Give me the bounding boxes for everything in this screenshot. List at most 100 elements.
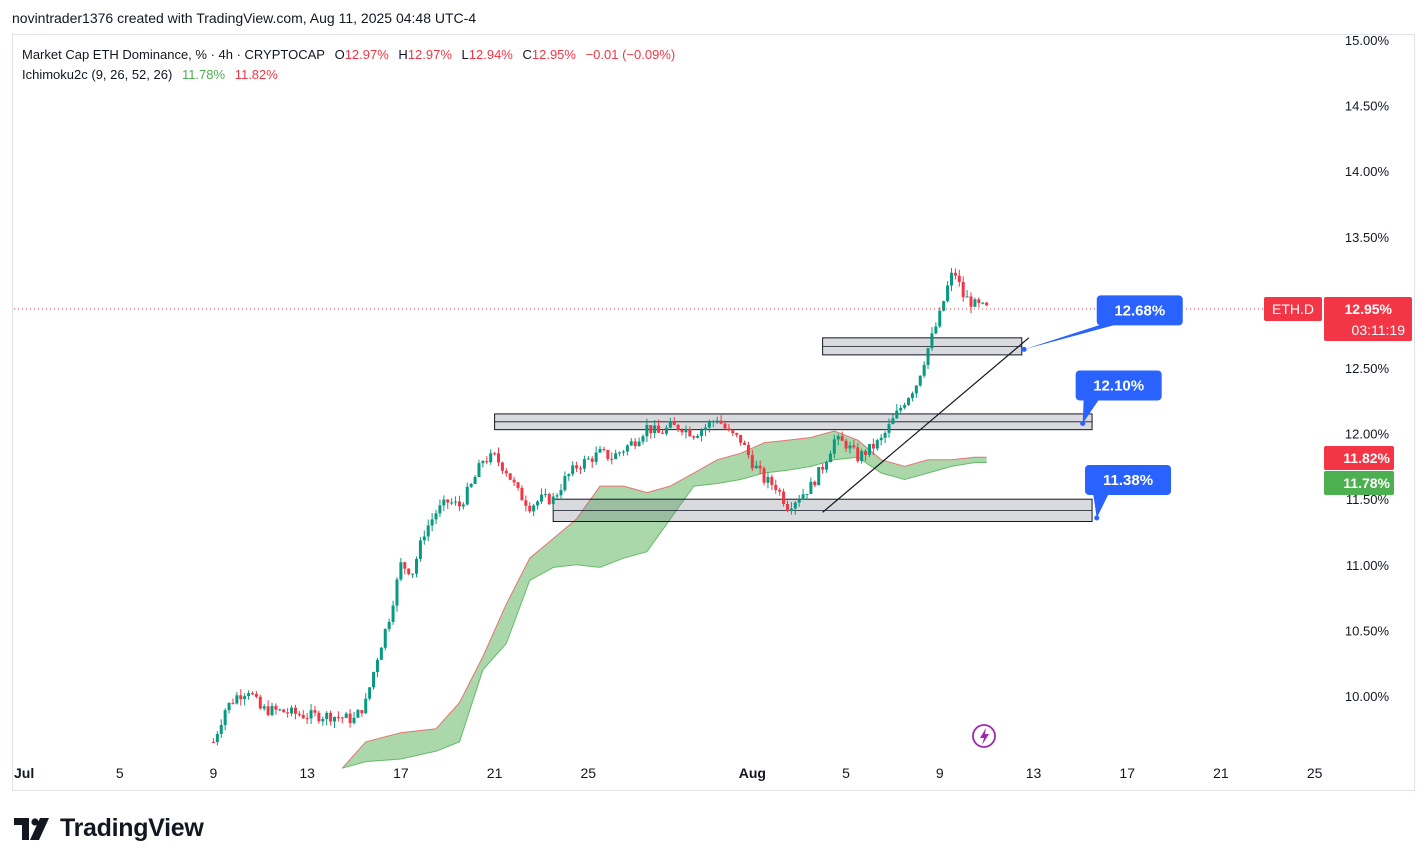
candle-body bbox=[957, 275, 961, 282]
candle-body bbox=[282, 709, 286, 713]
time-axis: Jul 5 9 13 17 21 25 Aug 5 9 13 17 21 25 bbox=[14, 765, 1323, 781]
candle-body bbox=[614, 453, 618, 460]
price-callout[interactable]: 11.38% bbox=[1085, 464, 1172, 521]
candle-body bbox=[805, 493, 809, 495]
candle-body bbox=[489, 453, 493, 463]
y-tick-label: 15.00% bbox=[1345, 33, 1390, 48]
candle-body bbox=[770, 476, 774, 485]
candle-body bbox=[891, 418, 895, 425]
candle-body bbox=[774, 484, 778, 490]
price-callout[interactable]: 12.10% bbox=[1075, 370, 1162, 426]
candle-body bbox=[914, 385, 918, 394]
candle-body bbox=[258, 696, 262, 709]
candle-body bbox=[504, 470, 508, 474]
candle-body bbox=[934, 326, 938, 334]
candle-body bbox=[703, 427, 707, 431]
candle-body bbox=[661, 432, 665, 434]
candle-body bbox=[836, 436, 840, 440]
x-tick-label: Jul bbox=[14, 765, 34, 781]
candle-body bbox=[454, 501, 458, 503]
x-tick-label: 9 bbox=[210, 765, 218, 781]
candle-body bbox=[360, 710, 364, 714]
candle-body bbox=[590, 458, 594, 462]
candle-body bbox=[887, 424, 891, 433]
candle-body bbox=[415, 558, 418, 574]
candle-body bbox=[450, 502, 454, 504]
candle-body bbox=[797, 499, 801, 503]
symbol-description[interactable]: Market Cap ETH Dominance, % · 4h · CRYPT… bbox=[22, 47, 325, 62]
candle-body bbox=[618, 452, 622, 454]
candle-body bbox=[676, 424, 680, 431]
indicator-name[interactable]: Ichimoku2c (9, 26, 52, 26) bbox=[22, 67, 173, 82]
candle-body bbox=[391, 605, 395, 622]
candle-body bbox=[524, 500, 528, 506]
bar-countdown: 03:11:19 bbox=[1352, 322, 1406, 338]
candle-body bbox=[711, 421, 715, 423]
candle-body bbox=[946, 285, 950, 302]
indicator-row: Ichimoku2c (9, 26, 52, 26) 11.78% 11.82% bbox=[22, 65, 681, 85]
ichimoku-tag-bottom: 11.78% bbox=[1324, 471, 1394, 495]
candle-body bbox=[543, 493, 547, 495]
candle-body bbox=[750, 455, 754, 469]
callout-pointer bbox=[1082, 398, 1100, 424]
candle-body bbox=[411, 573, 415, 575]
candle-body bbox=[879, 437, 883, 441]
candle-body bbox=[579, 468, 583, 470]
candle-body bbox=[610, 458, 614, 460]
candle-body bbox=[969, 296, 973, 307]
candle-body bbox=[867, 444, 871, 455]
chart-frame bbox=[12, 34, 1415, 791]
symbol-tag[interactable]: ETH.D bbox=[1264, 297, 1322, 321]
candle-body bbox=[219, 725, 223, 735]
candle-body bbox=[629, 441, 633, 446]
candle-body bbox=[942, 301, 946, 311]
candle-body bbox=[375, 659, 379, 673]
ohlc-high: H12.97% bbox=[398, 47, 452, 62]
callout-pointer bbox=[1093, 492, 1110, 518]
lightning-icon[interactable] bbox=[972, 724, 996, 748]
y-tick-label: 14.50% bbox=[1345, 99, 1390, 114]
candle-body bbox=[418, 540, 422, 559]
candle-body bbox=[309, 710, 313, 719]
x-tick-label: 25 bbox=[1307, 765, 1323, 781]
candle-body bbox=[782, 491, 786, 505]
candle-body bbox=[500, 462, 504, 471]
candle-body bbox=[383, 628, 387, 648]
y-tick-label: 11.00% bbox=[1346, 558, 1390, 573]
candle-body bbox=[227, 702, 231, 711]
candle-body bbox=[680, 430, 684, 433]
x-tick-label: Aug bbox=[739, 765, 766, 781]
ichimoku-tag-bottom-value: 11.78% bbox=[1343, 475, 1390, 491]
candle-body bbox=[442, 499, 446, 506]
brand-name: TradingView bbox=[60, 814, 204, 842]
candle-body bbox=[465, 486, 469, 505]
candle-body bbox=[520, 487, 524, 501]
candle-body bbox=[895, 410, 899, 419]
candle-body bbox=[364, 698, 368, 714]
candle-body bbox=[278, 709, 282, 711]
candle-body bbox=[883, 432, 887, 438]
candle-body bbox=[907, 398, 911, 405]
callout-box bbox=[1085, 464, 1172, 495]
candle-body bbox=[926, 348, 930, 365]
candle-body bbox=[758, 465, 762, 469]
x-tick-label: 21 bbox=[1213, 765, 1229, 781]
candle-body bbox=[336, 717, 340, 719]
trendline bbox=[822, 337, 1030, 513]
candle-body bbox=[555, 495, 559, 497]
candle-body bbox=[547, 493, 551, 505]
price-callout[interactable]: 12.68% bbox=[1021, 295, 1183, 352]
candle-body bbox=[469, 483, 473, 487]
candle-body bbox=[493, 453, 497, 455]
candle-body bbox=[860, 451, 864, 462]
candle-body bbox=[250, 693, 254, 695]
candle-body bbox=[313, 710, 317, 713]
candle-body bbox=[594, 452, 598, 462]
footer-brand[interactable]: TradingView bbox=[14, 814, 204, 843]
candle-body bbox=[606, 450, 610, 459]
candle-body bbox=[352, 717, 356, 724]
candle-body bbox=[696, 435, 700, 438]
candle-body bbox=[762, 468, 766, 483]
candle-body bbox=[985, 302, 989, 306]
